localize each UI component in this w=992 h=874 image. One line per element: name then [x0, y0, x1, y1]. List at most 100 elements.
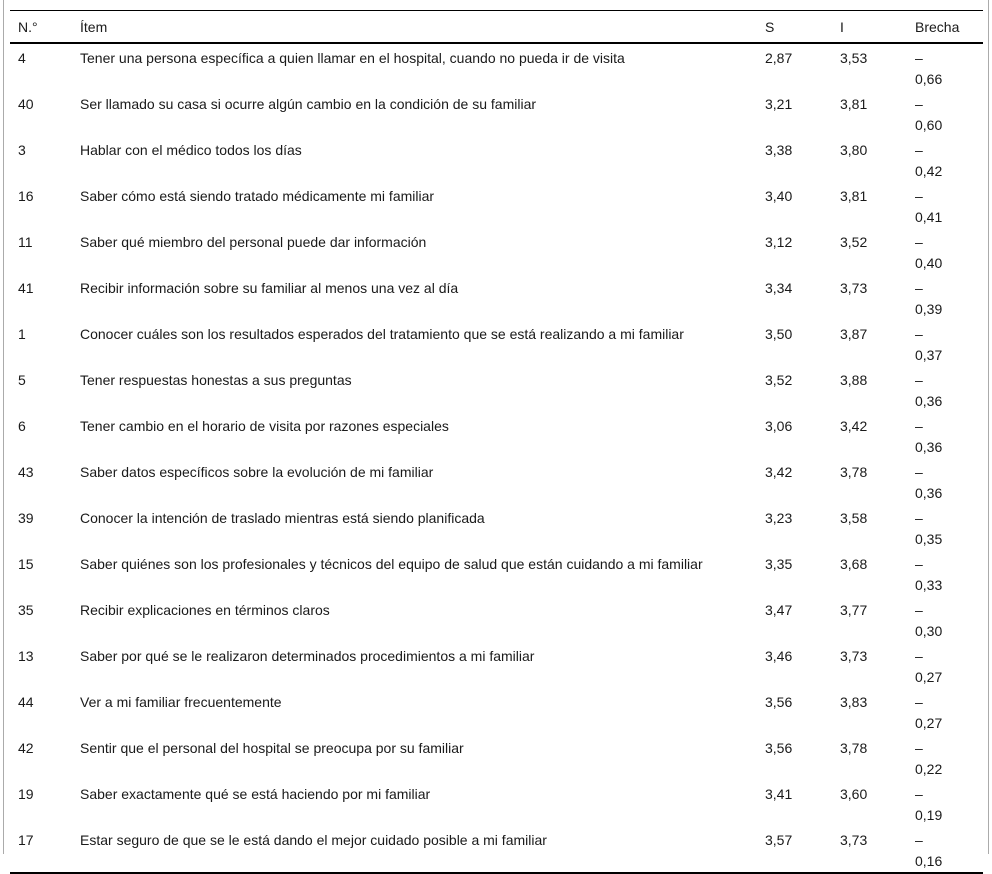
item-number-cell: 3: [18, 142, 26, 158]
brecha-value: 0,41: [915, 209, 943, 225]
item-text-cell: Estar seguro de que se le está dando el …: [80, 832, 547, 848]
brecha-cell: – 0,37: [915, 320, 983, 366]
brecha-value: 0,36: [915, 485, 943, 501]
brecha-value: 0,35: [915, 531, 943, 547]
item-text-cell: Hablar con el médico todos los días: [80, 142, 302, 158]
brecha-value: 0,19: [915, 807, 943, 823]
page-edge-left: [3, 0, 4, 854]
i-value-cell: 3,87: [840, 326, 868, 342]
item-text-cell: Sentir que el personal del hospital se p…: [80, 740, 464, 756]
brecha-minus-sign: –: [915, 96, 923, 112]
i-value-cell: 3,88: [840, 372, 868, 388]
item-text-cell: Conocer cuáles son los resultados espera…: [80, 326, 684, 342]
header-i: I: [840, 10, 915, 44]
header-item: Ítem: [80, 10, 765, 44]
brecha-minus-sign: –: [915, 50, 923, 66]
brecha-cell: – 0,36: [915, 366, 983, 412]
brecha-cell: – 0,16: [915, 826, 983, 873]
i-value-cell: 3,77: [840, 602, 868, 618]
brecha-cell: – 0,22: [915, 734, 983, 780]
brecha-value: 0,36: [915, 393, 943, 409]
s-value-cell: 3,46: [765, 648, 793, 664]
brecha-minus-sign: –: [915, 510, 923, 526]
i-value-cell: 3,78: [840, 464, 868, 480]
s-value-cell: 3,34: [765, 280, 793, 296]
s-value-cell: 3,12: [765, 234, 793, 250]
s-value-cell: 3,41: [765, 786, 793, 802]
brecha-value: 0,39: [915, 301, 943, 317]
table-row: 6 Tener cambio en el horario de visita p…: [10, 412, 983, 458]
table-row: 11 Saber qué miembro del personal puede …: [10, 228, 983, 274]
brecha-cell: – 0,19: [915, 780, 983, 826]
brecha-minus-sign: –: [915, 188, 923, 204]
brecha-minus-sign: –: [915, 832, 923, 848]
brecha-cell: – 0,41: [915, 182, 983, 228]
item-text-cell: Saber cómo está siendo tratado médicamen…: [80, 188, 435, 204]
item-number-cell: 39: [18, 510, 34, 526]
s-value-cell: 2,87: [765, 50, 793, 66]
brecha-cell: – 0,27: [915, 642, 983, 688]
s-value-cell: 3,21: [765, 96, 793, 112]
item-number-cell: 43: [18, 464, 34, 480]
page-edge-right: [988, 0, 989, 854]
i-value-cell: 3,53: [840, 50, 868, 66]
brecha-minus-sign: –: [915, 786, 923, 802]
table-row: 19 Saber exactamente qué se está haciend…: [10, 780, 983, 826]
table-header: N.° Ítem S I Brecha: [10, 10, 983, 44]
table-row: 40 Ser llamado su casa si ocurre algún c…: [10, 90, 983, 136]
i-value-cell: 3,68: [840, 556, 868, 572]
s-value-cell: 3,23: [765, 510, 793, 526]
table-row: 15 Saber quiénes son los profesionales y…: [10, 550, 983, 596]
i-value-cell: 3,58: [840, 510, 868, 526]
table-row: 17 Estar seguro de que se le está dando …: [10, 826, 983, 873]
brecha-cell: – 0,36: [915, 412, 983, 458]
s-value-cell: 3,47: [765, 602, 793, 618]
brecha-cell: – 0,40: [915, 228, 983, 274]
table-row: 4 Tener una persona específica a quien l…: [10, 43, 983, 90]
brecha-minus-sign: –: [915, 234, 923, 250]
brecha-value: 0,40: [915, 255, 943, 271]
needs-gap-table: N.° Ítem S I Brecha 4 Tener una persona …: [10, 10, 983, 874]
item-text-cell: Ver a mi familiar frecuentemente: [80, 694, 282, 710]
header-row: N.° Ítem S I Brecha: [10, 10, 983, 44]
item-text-cell: Saber por qué se le realizaron determina…: [80, 648, 535, 664]
item-text-cell: Saber datos específicos sobre la evoluci…: [80, 464, 434, 480]
brecha-value: 0,16: [915, 853, 943, 869]
s-value-cell: 3,40: [765, 188, 793, 204]
s-value-cell: 3,38: [765, 142, 793, 158]
item-number-cell: 19: [18, 786, 34, 802]
table-row: 39 Conocer la intención de traslado mien…: [10, 504, 983, 550]
table-body: 4 Tener una persona específica a quien l…: [10, 43, 983, 873]
i-value-cell: 3,81: [840, 96, 868, 112]
brecha-cell: – 0,33: [915, 550, 983, 596]
brecha-cell: – 0,30: [915, 596, 983, 642]
brecha-value: 0,22: [915, 761, 943, 777]
i-value-cell: 3,52: [840, 234, 868, 250]
table-row: 3 Hablar con el médico todos los días 3,…: [10, 136, 983, 182]
item-text-cell: Conocer la intención de traslado mientra…: [80, 510, 485, 526]
brecha-value: 0,37: [915, 347, 943, 363]
i-value-cell: 3,60: [840, 786, 868, 802]
brecha-cell: – 0,27: [915, 688, 983, 734]
item-text-cell: Recibir explicaciones en términos claros: [80, 602, 330, 618]
table-row: 35 Recibir explicaciones en términos cla…: [10, 596, 983, 642]
item-text-cell: Saber exactamente qué se está haciendo p…: [80, 786, 431, 802]
brecha-value: 0,27: [915, 669, 943, 685]
brecha-minus-sign: –: [915, 694, 923, 710]
s-value-cell: 3,42: [765, 464, 793, 480]
s-value-cell: 3,56: [765, 694, 793, 710]
brecha-minus-sign: –: [915, 556, 923, 572]
item-number-cell: 16: [18, 188, 34, 204]
i-value-cell: 3,81: [840, 188, 868, 204]
table-row: 43 Saber datos específicos sobre la evol…: [10, 458, 983, 504]
table-row: 42 Sentir que el personal del hospital s…: [10, 734, 983, 780]
brecha-cell: – 0,42: [915, 136, 983, 182]
brecha-cell: – 0,39: [915, 274, 983, 320]
i-value-cell: 3,80: [840, 142, 868, 158]
item-number-cell: 40: [18, 96, 34, 112]
item-text-cell: Tener respuestas honestas a sus pregunta…: [80, 372, 352, 388]
brecha-cell: – 0,36: [915, 458, 983, 504]
s-value-cell: 3,52: [765, 372, 793, 388]
brecha-minus-sign: –: [915, 740, 923, 756]
brecha-cell: – 0,66: [915, 43, 983, 90]
